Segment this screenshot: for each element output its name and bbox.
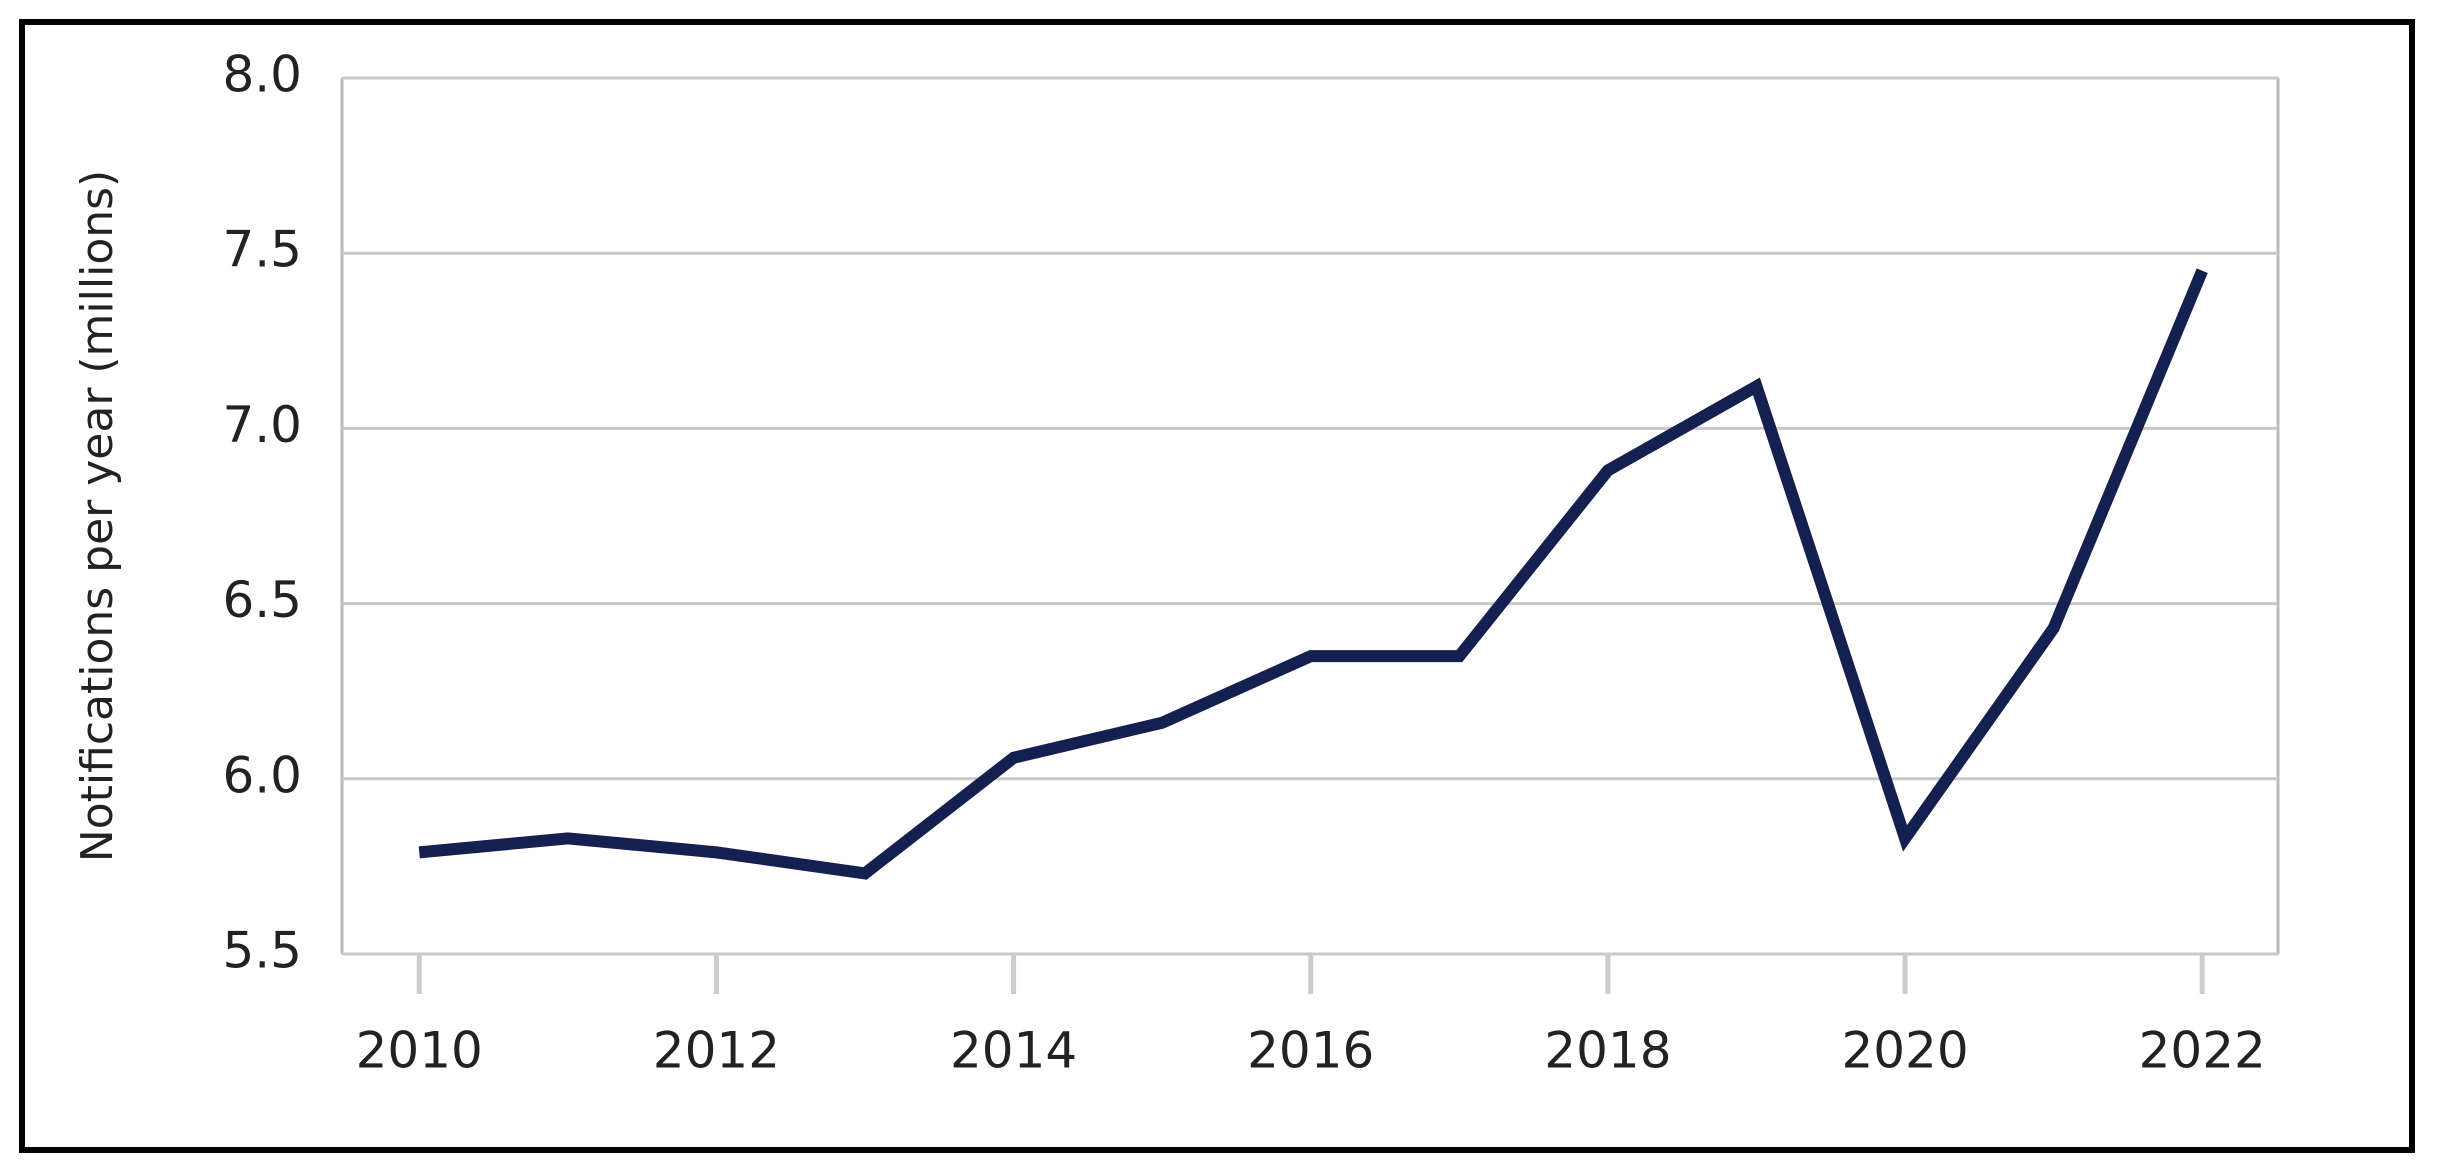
data-line <box>418 268 2208 880</box>
x-tick-label: 2012 <box>653 1022 780 1080</box>
y-tick-label: 6.0 <box>222 746 302 804</box>
x-tick-label: 2016 <box>1247 1022 1374 1080</box>
x-tick-label: 2018 <box>1544 1022 1671 1080</box>
frame <box>19 19 2415 1153</box>
y-tick-label: 6.5 <box>222 571 302 629</box>
x-tick-label: 2020 <box>1841 1022 1968 1080</box>
y-axis-label: Notifications per year (millions) <box>72 170 123 862</box>
x-tick-label: 2022 <box>2139 1022 2266 1080</box>
y-tick-label: 7.0 <box>222 396 302 454</box>
x-tick-label: 2014 <box>950 1022 1077 1080</box>
y-tick-label: 5.5 <box>222 922 302 980</box>
x-tick-label: 2010 <box>356 1022 483 1080</box>
y-tick-label: 8.0 <box>222 46 302 104</box>
y-tick-label: 7.5 <box>222 221 302 279</box>
